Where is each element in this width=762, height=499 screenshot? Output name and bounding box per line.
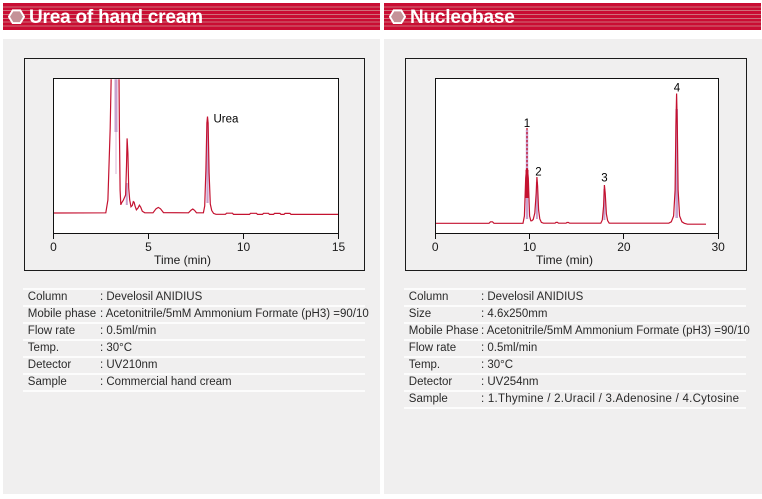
svg-text:1: 1 [523,118,529,130]
svg-text:4: 4 [673,82,680,94]
svg-text:2: 2 [535,166,541,178]
svg-text:3: 3 [601,172,607,184]
svg-text:Urea: Urea [214,113,240,125]
